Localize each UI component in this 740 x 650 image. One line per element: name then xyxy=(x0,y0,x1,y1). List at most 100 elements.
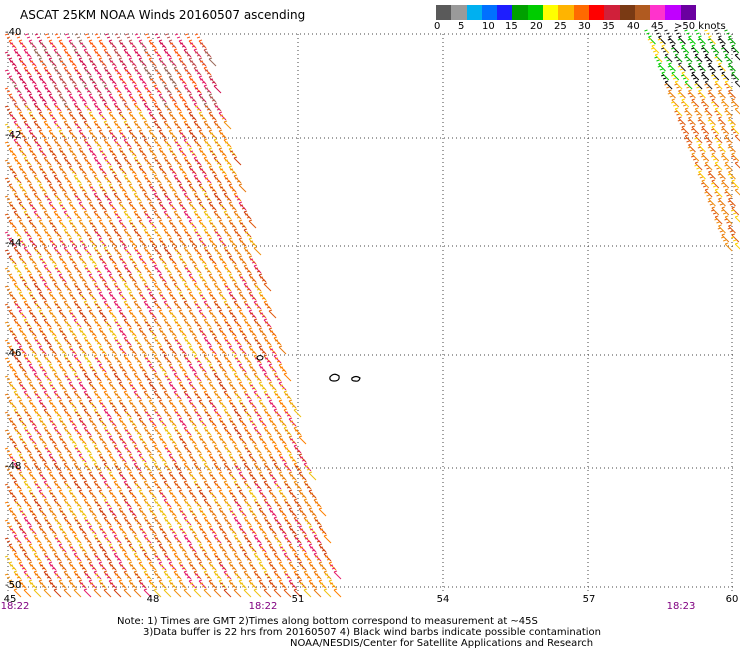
wind-barb xyxy=(139,492,152,508)
wind-barb xyxy=(264,375,277,391)
wind-barb xyxy=(124,519,137,535)
wind-barb xyxy=(124,231,137,247)
wind-barb xyxy=(29,96,42,112)
colorbar-segment xyxy=(497,5,513,20)
wind-barb xyxy=(124,177,137,193)
wind-barb xyxy=(119,582,132,598)
wind-barb xyxy=(29,60,42,76)
wind-barb xyxy=(159,348,172,364)
wind-barb xyxy=(44,123,57,139)
wind-barb xyxy=(700,47,713,63)
wind-barb xyxy=(34,447,47,463)
wind-barb xyxy=(149,420,162,436)
wind-barb xyxy=(209,312,222,328)
wind-barb xyxy=(219,150,232,166)
wind-barb xyxy=(74,375,87,391)
wind-barb xyxy=(79,42,92,58)
wind-barb xyxy=(24,159,37,175)
wind-barb xyxy=(224,501,237,517)
wind-barb xyxy=(84,501,97,517)
wind-barb xyxy=(79,438,92,454)
wind-barb xyxy=(109,168,122,184)
wind-barb xyxy=(687,92,700,108)
wind-barb xyxy=(239,456,252,472)
wind-barb xyxy=(184,339,197,355)
wind-barb xyxy=(164,537,177,553)
wind-barb xyxy=(119,150,132,166)
wind-barb xyxy=(159,420,172,436)
wind-barb xyxy=(114,573,127,589)
wind-barb xyxy=(194,141,207,157)
wind-barb xyxy=(9,60,22,76)
wind-barb xyxy=(144,195,157,211)
wind-barb xyxy=(94,249,107,265)
wind-barb xyxy=(99,276,112,292)
wind-barb xyxy=(189,240,202,256)
wind-barb xyxy=(249,366,262,382)
wind-barb xyxy=(64,69,77,85)
wind-barb xyxy=(144,231,157,247)
wind-barb xyxy=(39,330,52,346)
wind-barb xyxy=(274,501,287,517)
wind-barb xyxy=(44,573,57,589)
wind-barb xyxy=(259,276,272,292)
wind-barb xyxy=(69,528,82,544)
wind-barb xyxy=(720,209,733,225)
wind-barb xyxy=(19,150,32,166)
wind-barb xyxy=(104,105,117,121)
wind-barb xyxy=(54,195,67,211)
wind-barb xyxy=(49,366,62,382)
wind-barb xyxy=(274,465,287,481)
wind-barb xyxy=(14,267,27,283)
colorbar-segment xyxy=(451,5,467,20)
wind-barb xyxy=(149,60,162,76)
wind-barb xyxy=(164,231,177,247)
wind-barb xyxy=(114,87,127,103)
wind-barb xyxy=(79,510,92,526)
wind-barb xyxy=(707,173,720,189)
wind-barb xyxy=(139,348,152,364)
wind-barb xyxy=(249,528,262,544)
wind-barb xyxy=(34,105,47,121)
wind-barb xyxy=(54,69,67,85)
colorbar-label: 10 xyxy=(482,21,495,32)
wind-barb xyxy=(44,69,57,85)
wind-barb xyxy=(129,150,142,166)
wind-barb xyxy=(289,564,302,580)
wind-barb xyxy=(79,276,92,292)
wind-barb xyxy=(704,29,716,45)
wind-barb xyxy=(234,267,247,283)
colorbar-label: 40 xyxy=(627,21,640,32)
colorbar-label: 25 xyxy=(554,21,567,32)
wind-barb xyxy=(164,267,177,283)
wind-barb xyxy=(159,366,172,382)
wind-barb xyxy=(164,303,177,319)
wind-barb xyxy=(59,276,72,292)
wind-barb xyxy=(189,456,202,472)
wind-barb xyxy=(234,411,247,427)
wind-barb xyxy=(14,357,27,373)
wind-barb xyxy=(14,537,27,553)
wind-barb xyxy=(189,204,202,220)
wind-barb xyxy=(4,573,17,589)
wind-barb xyxy=(129,564,142,580)
wind-barb xyxy=(64,213,77,229)
wind-barb xyxy=(29,366,42,382)
wind-barb xyxy=(44,177,57,193)
wind-barb xyxy=(99,402,112,418)
wind-barb xyxy=(224,303,237,319)
wind-barb xyxy=(194,159,207,175)
wind-barb xyxy=(49,438,62,454)
wind-barb xyxy=(259,384,272,400)
wind-barb xyxy=(249,474,262,490)
wind-barb xyxy=(714,110,726,126)
colorbar-label: 35 xyxy=(602,21,615,32)
wind-barb xyxy=(99,204,112,220)
colorbar-segment xyxy=(436,5,452,20)
wind-barb xyxy=(644,29,656,45)
wind-barb xyxy=(224,231,237,247)
wind-barb xyxy=(94,123,107,139)
wind-barb xyxy=(59,510,72,526)
wind-barb xyxy=(94,375,107,391)
wind-barb xyxy=(214,285,227,301)
